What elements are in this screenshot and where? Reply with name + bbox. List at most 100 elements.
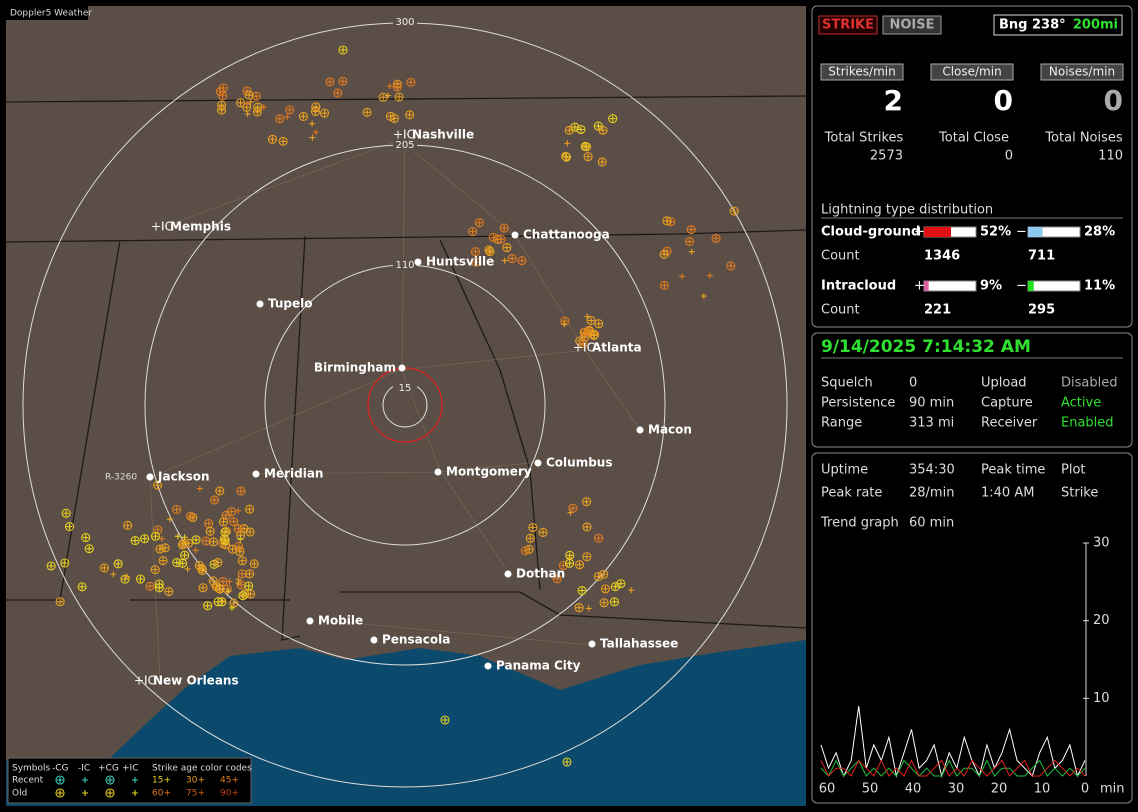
strike: [135, 574, 145, 584]
strike: [597, 157, 607, 167]
strike: [484, 245, 494, 255]
strike: [105, 788, 115, 798]
count: 711: [1028, 249, 1055, 264]
ring-label: 300: [395, 17, 414, 28]
strike: [230, 518, 237, 525]
strike: [234, 541, 244, 552]
strike: [229, 516, 239, 527]
airport: +IC: [393, 128, 415, 142]
strike: [140, 534, 150, 544]
strike: [582, 522, 592, 532]
strike: [63, 510, 70, 517]
rate-label: Close/min: [942, 65, 1001, 79]
strike: [204, 602, 211, 609]
trend-line: [820, 706, 1086, 778]
strike: [81, 533, 91, 543]
strike: [522, 547, 529, 554]
strike: [237, 99, 244, 106]
ring-label: 110: [395, 260, 414, 271]
strike: [727, 262, 734, 269]
total-label: Total Noises: [1044, 131, 1123, 146]
strike: [253, 102, 263, 112]
strike-button[interactable]: [818, 15, 878, 35]
strike-label[interactable]: STRIKE: [822, 18, 874, 33]
total-value: 0: [1005, 149, 1013, 164]
strike: [229, 546, 236, 553]
strike: [580, 340, 587, 347]
strike: [160, 543, 170, 553]
strike: [396, 93, 403, 100]
panel-status: STRIKE NOISE Bng 238° 200mi Strikes/min 2…: [811, 5, 1133, 328]
strike: [564, 125, 574, 135]
strike: [213, 557, 223, 568]
strike: [145, 581, 155, 591]
x-tick-label: 20: [991, 782, 1008, 797]
stat: Plot: [1061, 463, 1086, 478]
strike: [589, 330, 599, 340]
noise-label[interactable]: NOISE: [889, 18, 934, 33]
strike: [82, 790, 88, 796]
strike: [584, 523, 591, 530]
strike: [155, 544, 165, 554]
strike: [222, 537, 229, 544]
strike: [586, 316, 596, 326]
strike: [251, 91, 261, 101]
strike: [164, 587, 174, 597]
noise-button[interactable]: [882, 15, 942, 35]
legend-text: -IC: [78, 764, 90, 774]
strike: [319, 108, 330, 118]
strike: [173, 506, 180, 513]
stat: 354:30: [909, 463, 955, 478]
strike: [216, 105, 227, 115]
strike: [686, 225, 696, 235]
strike: [503, 244, 510, 251]
type-label: Cloud-ground: [821, 225, 920, 240]
city-label: Nashville: [412, 128, 474, 142]
strike: [158, 556, 168, 566]
strike: [278, 136, 288, 146]
setting: Enabled: [1061, 416, 1114, 431]
setting: Squelch: [821, 376, 873, 391]
station-label: R-3260: [105, 473, 137, 483]
strike: [203, 601, 213, 611]
strike: [600, 584, 610, 594]
strike: [594, 533, 604, 543]
strike: [194, 560, 204, 570]
ring-label-bg: [393, 259, 417, 271]
x-tick-label: 60: [819, 782, 836, 797]
strike: [214, 559, 221, 566]
strike: [235, 525, 242, 532]
strike: [201, 536, 211, 546]
strike: [269, 136, 276, 143]
strike: [154, 482, 161, 489]
strike: [141, 535, 148, 542]
legend-text: +IC: [122, 764, 138, 774]
trend-x-unit: min: [1100, 782, 1125, 797]
city-dot: [588, 640, 596, 648]
strike: [686, 238, 693, 245]
strike: [561, 152, 571, 162]
range: 200mi: [1073, 18, 1118, 33]
strike: [181, 552, 188, 559]
strike: [237, 556, 247, 566]
strike: [391, 115, 398, 122]
strike: [61, 508, 71, 518]
city-label: Tupelo: [268, 297, 313, 311]
strike: [309, 120, 316, 127]
strike: [731, 208, 738, 215]
strike: [581, 334, 588, 341]
strike: [661, 282, 668, 289]
city-label: Chattanooga: [523, 228, 610, 242]
strike: [228, 508, 235, 515]
city-label: Panama City: [496, 659, 581, 673]
strike: [188, 512, 198, 522]
strike: [378, 92, 388, 102]
strike: [239, 557, 246, 564]
legend-age: 60+: [152, 789, 171, 799]
strike: [593, 571, 604, 582]
strike: [124, 522, 131, 529]
strike: [57, 790, 63, 796]
strike: [187, 513, 194, 520]
strike: [300, 113, 307, 120]
strike: [499, 223, 509, 233]
